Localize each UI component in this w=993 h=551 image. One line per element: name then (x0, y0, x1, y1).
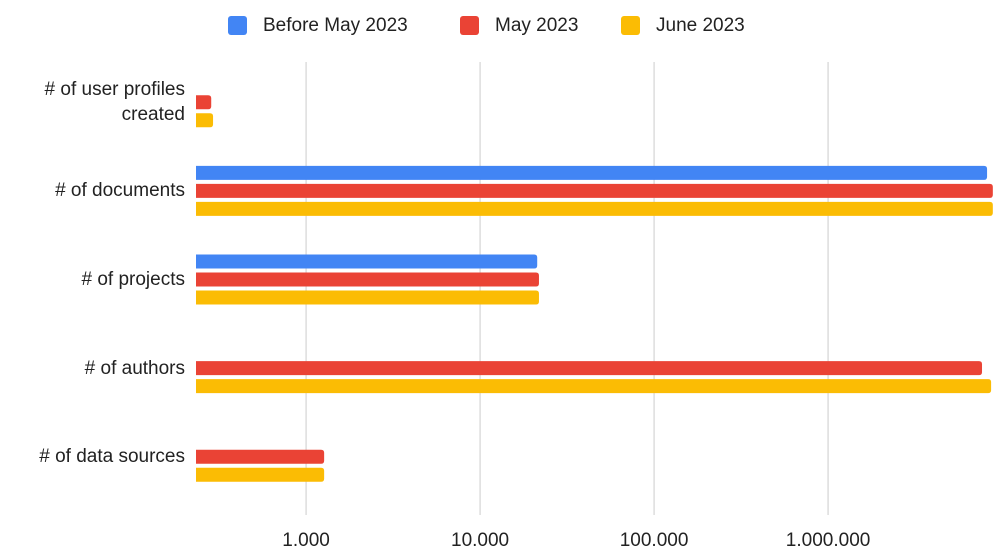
x-tick-label: 10.000 (451, 530, 509, 551)
bar (196, 201, 993, 216)
bar (196, 467, 325, 482)
legend-swatch (460, 16, 479, 35)
y-tick-label: # of documents (55, 180, 185, 202)
bar (196, 272, 539, 287)
legend-label: Before May 2023 (263, 15, 408, 36)
bar (196, 379, 992, 394)
bar (196, 361, 983, 376)
bar (196, 290, 539, 305)
legend-swatch (228, 16, 247, 35)
x-tick-label: 1.000.000 (786, 530, 871, 551)
bar (196, 183, 993, 198)
legend-label: June 2023 (656, 15, 745, 36)
y-tick-label: # of user profiles created (44, 79, 185, 126)
bar (196, 449, 325, 464)
y-tick-label: # of projects (81, 269, 186, 290)
bar (196, 113, 214, 128)
x-tick-label: 1.000 (282, 530, 330, 551)
legend-swatch (621, 16, 640, 35)
bar (196, 165, 988, 180)
bar (196, 254, 538, 269)
legend-label: May 2023 (495, 15, 578, 36)
y-tick-label: # of authors (84, 357, 185, 379)
x-tick-label: 100.000 (620, 530, 689, 551)
y-tick-label: # of data sources (39, 446, 185, 468)
bar (196, 95, 212, 110)
